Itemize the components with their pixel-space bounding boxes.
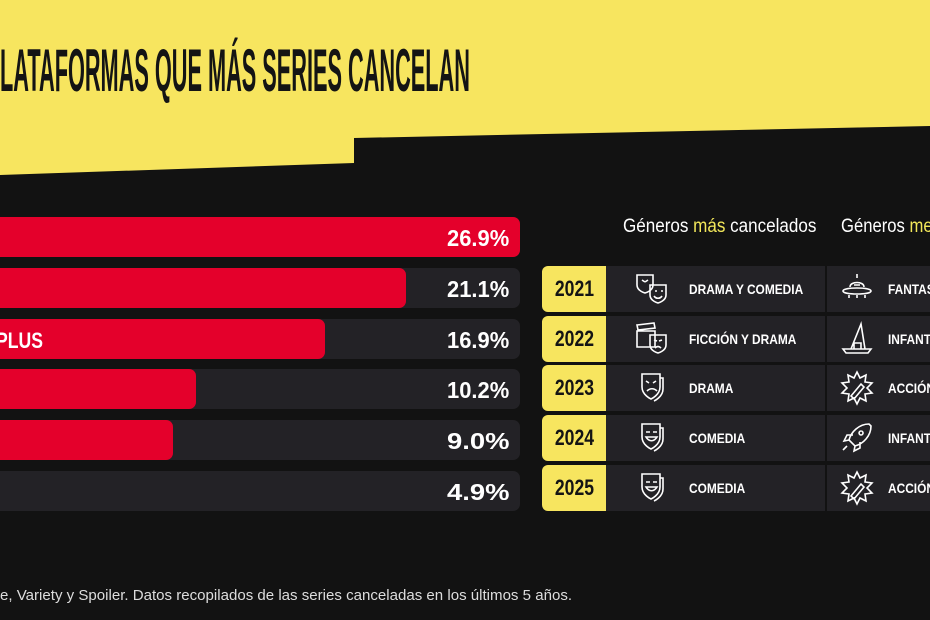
year-label: 2023 (554, 375, 594, 400)
year-label: 2021 (554, 276, 594, 301)
bar-track: 26.9% (0, 217, 520, 257)
year-label: 2022 (554, 326, 594, 351)
bar-category-label: PLUS (0, 328, 43, 353)
least-cancelled-cell: ACCIÓN (827, 465, 930, 511)
bar-track: 21.1% (0, 268, 520, 308)
bar (0, 217, 520, 257)
bar-value-label: 26.9% (447, 225, 510, 251)
drama-mask-icon (641, 373, 664, 402)
bar (0, 268, 407, 308)
least-cancelled-genre: FANTAS (888, 281, 930, 297)
comedy-mask-icon (641, 423, 664, 452)
page-title: LATAFORMAS QUE MÁS SERIES CANCELAN (0, 37, 470, 104)
most-cancelled-genre: DRAMA Y COMEDIA (689, 281, 804, 297)
genre-row: 2022 FICCIÓN Y DRAMA INFANT (542, 316, 930, 362)
least-cancelled-genre: ACCIÓN (888, 380, 930, 396)
title-banner (0, 0, 930, 175)
header-text: Géneros (623, 216, 694, 237)
comedy-mask-icon (641, 473, 664, 502)
bar (0, 319, 326, 359)
explosion-icon (840, 470, 874, 506)
ufo-icon (842, 274, 872, 298)
least-cancelled-genre: ACCIÓN (888, 480, 930, 496)
bar-track: 10.2% (0, 369, 520, 409)
most-cancelled-cell: FICCIÓN Y DRAMA (606, 316, 825, 362)
most-cancelled-genre: DRAMA (689, 380, 734, 396)
source-footnote: e, Variety y Spoiler. Datos recopilados … (0, 587, 573, 604)
bar-track: 4.9% (0, 471, 520, 511)
least-cancelled-genre: INFANT (888, 430, 930, 446)
most-cancelled-genre: FICCIÓN Y DRAMA (689, 331, 797, 347)
least-cancelled-genre: INFANT (888, 331, 930, 347)
bar-track: 9.0% (0, 420, 520, 460)
least-cancelled-cell: FANTAS (827, 266, 930, 312)
header-least-cancelled: Géneros me (841, 216, 930, 238)
drama-comedy-masks-icon (636, 274, 667, 304)
least-cancelled-cell: INFANT (827, 316, 930, 362)
least-cancelled-cell: INFANT (827, 415, 930, 461)
year-cell: 2022 (542, 316, 606, 362)
header-highlight: más (693, 216, 726, 237)
most-cancelled-cell: DRAMA (606, 365, 825, 411)
year-cell: 2025 (542, 465, 606, 511)
most-cancelled-cell: COMEDIA (606, 415, 825, 461)
header-most-cancelled: Géneros más cancelados (623, 216, 816, 238)
header-text: cancelados (725, 216, 817, 237)
genre-row: 2021 DRAMA Y COMEDIA FANTAS (542, 266, 930, 312)
year-cell: 2024 (542, 415, 606, 461)
header-text: Géneros (841, 216, 910, 237)
year-label: 2024 (554, 425, 594, 450)
wizard-hat-icon (841, 321, 873, 354)
genre-row: 2023 DRAMA ACCIÓN (542, 365, 930, 411)
rocket-icon (842, 423, 872, 453)
year-cell: 2023 (542, 365, 606, 411)
bar-value-label: 9.0% (447, 428, 510, 454)
bar-value-label: 21.1% (447, 276, 510, 302)
genre-row: 2025 COMEDIA ACCIÓN (542, 465, 930, 511)
year-label: 2025 (554, 475, 594, 500)
bar (0, 420, 174, 460)
bar-value-label: 16.9% (447, 327, 510, 353)
most-cancelled-cell: COMEDIA (606, 465, 825, 511)
least-cancelled-cell: ACCIÓN (827, 365, 930, 411)
bar-value-label: 10.2% (447, 377, 510, 403)
year-cell: 2021 (542, 266, 606, 312)
bar-value-label: 4.9% (447, 479, 510, 505)
most-cancelled-genre: COMEDIA (689, 480, 746, 496)
most-cancelled-cell: DRAMA Y COMEDIA (606, 266, 825, 312)
genre-row: 2024 COMEDIA INFANT (542, 415, 930, 461)
header-highlight: me (909, 216, 930, 237)
bar (0, 369, 197, 409)
clapperboard-mask-icon (636, 322, 667, 354)
explosion-icon (840, 370, 874, 406)
bar-track: PLUS 16.9% (0, 319, 520, 359)
most-cancelled-genre: COMEDIA (689, 430, 746, 446)
